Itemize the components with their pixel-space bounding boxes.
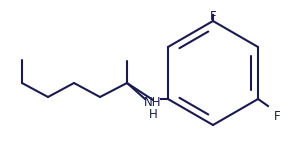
Text: F: F xyxy=(274,110,281,123)
Text: NH: NH xyxy=(144,96,162,110)
Text: H: H xyxy=(149,108,157,122)
Text: F: F xyxy=(210,10,216,23)
